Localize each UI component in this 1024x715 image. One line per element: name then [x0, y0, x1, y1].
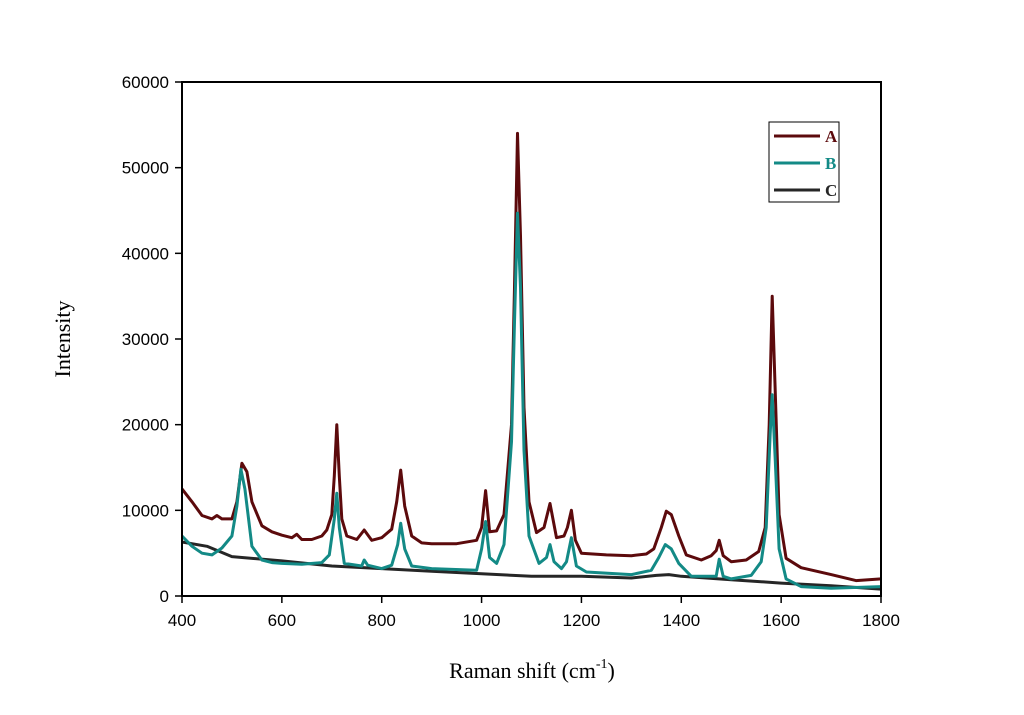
legend-label-c: C — [825, 181, 837, 200]
x-axis-title-superscript: -1 — [596, 657, 608, 672]
x-axis-title-end: ) — [607, 658, 614, 683]
series-layer — [180, 131, 882, 591]
x-tick-label-1600: 1600 — [762, 611, 800, 630]
y-axis-title: Intensity — [50, 301, 75, 378]
x-tick-label-400: 400 — [168, 611, 196, 630]
ticks-layer: 400 600 800 1000 1200 1400 1600 1800 0 10000 20000… — [122, 73, 900, 630]
x-tick-label-1800: 1800 — [862, 611, 900, 630]
y-tick-label-20000: 20000 — [122, 416, 169, 435]
y-tick-label-10000: 10000 — [122, 501, 169, 520]
x-tick-label-600: 600 — [268, 611, 296, 630]
legend-label-a: A — [825, 127, 838, 146]
y-tick-label-40000: 40000 — [122, 244, 169, 263]
y-tick-label-0: 0 — [160, 587, 169, 606]
series-line-a — [180, 131, 882, 583]
legend: ABC — [768, 121, 840, 203]
y-tick-label-60000: 60000 — [122, 73, 169, 92]
y-tick-label-50000: 50000 — [122, 159, 169, 178]
legend-label-b: B — [825, 154, 836, 173]
x-tick-label-1000: 1000 — [463, 611, 501, 630]
y-tick-label-30000: 30000 — [122, 330, 169, 349]
x-axis-title: Raman shift (cm-1) — [449, 657, 615, 683]
series-line-b — [180, 211, 882, 590]
series-line-c — [181, 540, 882, 591]
x-axis-title-main: Raman shift (cm — [449, 658, 596, 683]
x-tick-label-1400: 1400 — [662, 611, 700, 630]
x-tick-label-800: 800 — [368, 611, 396, 630]
x-tick-label-1200: 1200 — [563, 611, 601, 630]
